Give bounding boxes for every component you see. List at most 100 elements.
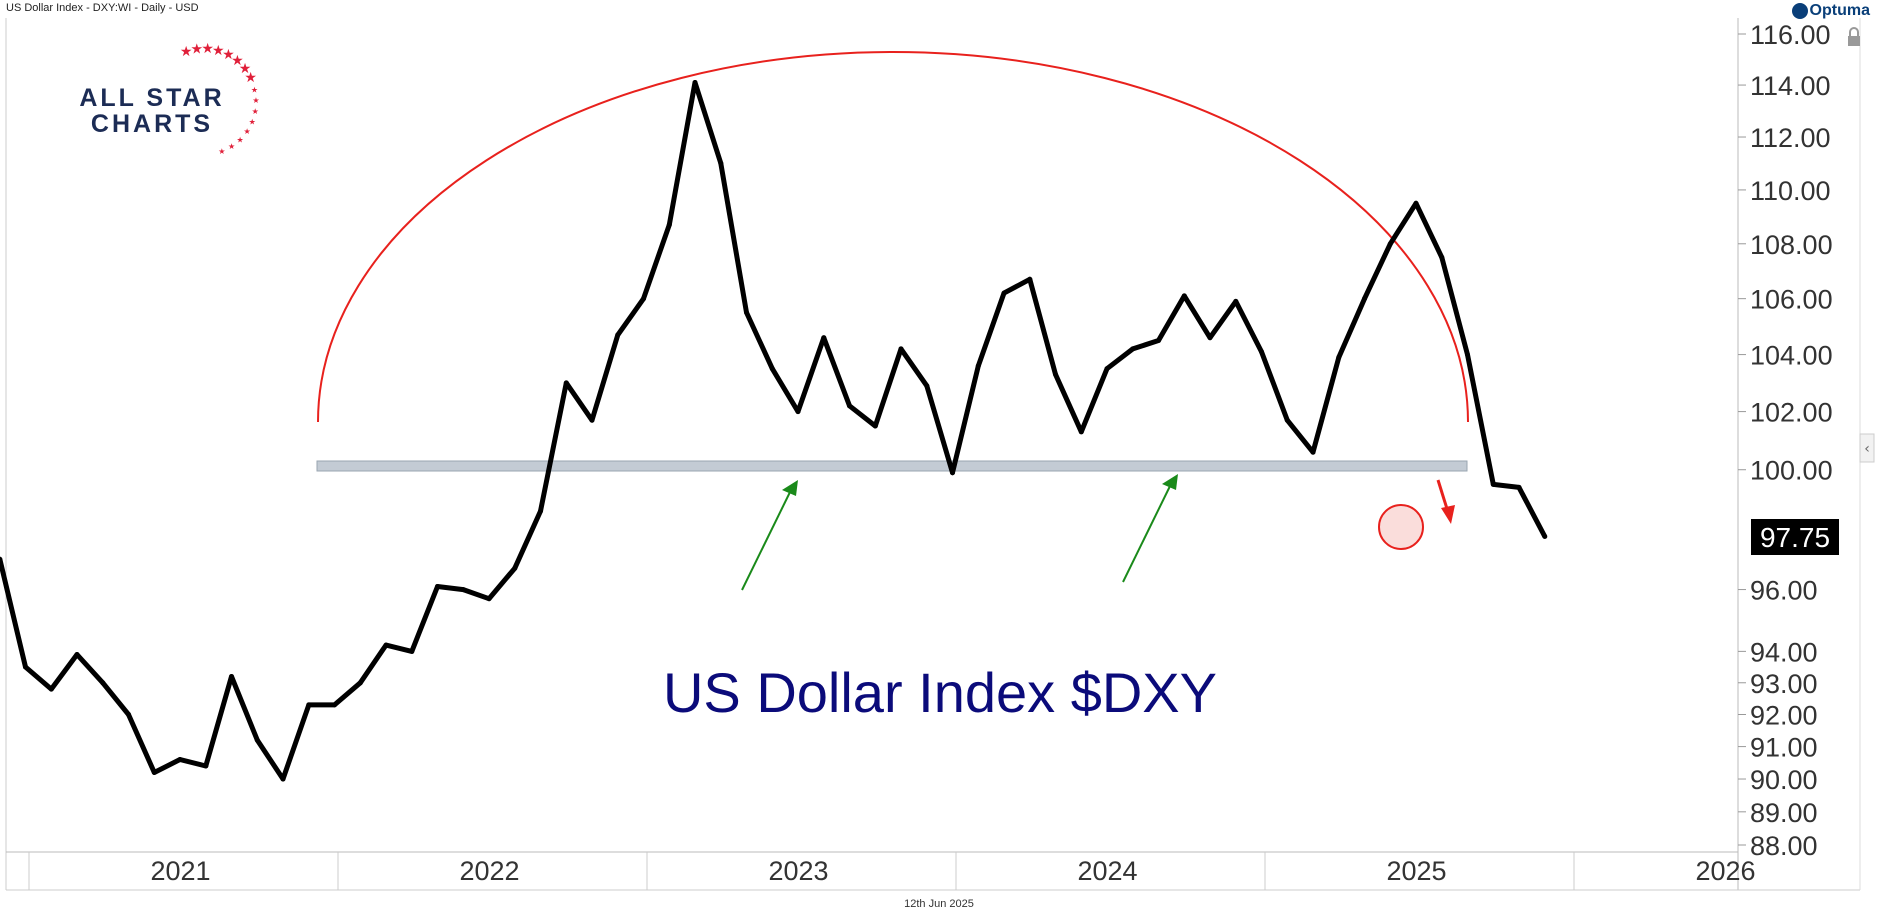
price-point — [769, 366, 775, 372]
price-point — [229, 674, 234, 679]
price-point — [1284, 417, 1290, 423]
price-point — [1362, 296, 1367, 302]
price-point — [383, 642, 389, 648]
price-point — [177, 757, 183, 762]
price-point — [0, 556, 3, 562]
y-tick-label: 110.00 — [1750, 176, 1831, 206]
price-point — [1027, 276, 1033, 282]
price-point — [306, 702, 312, 708]
price-point — [486, 596, 492, 602]
y-tick-label: 114.00 — [1750, 71, 1831, 101]
logo-text-line1: ALL STAR — [79, 84, 224, 112]
price-point — [1130, 346, 1136, 352]
price-point — [589, 417, 595, 423]
price-point — [1439, 254, 1445, 260]
price-point — [692, 80, 698, 85]
x-tick-label: 2021 — [150, 856, 210, 886]
price-point — [460, 587, 466, 593]
y-tick-label: 91.00 — [1750, 733, 1818, 763]
price-point — [821, 335, 827, 341]
y-tick-label: 104.00 — [1750, 341, 1833, 371]
logo-star-icon: ★ — [201, 41, 214, 57]
price-point — [718, 160, 724, 166]
y-tick-label: 116.00 — [1750, 20, 1831, 50]
price-point — [538, 508, 543, 514]
price-series-group — [0, 80, 1548, 782]
price-point — [847, 403, 852, 409]
price-point — [1181, 293, 1187, 299]
logo-star-icon: ★ — [218, 147, 225, 156]
y-tick-label: 94.00 — [1750, 637, 1818, 667]
logo-star-icon: ★ — [212, 43, 225, 59]
y-tick-label: 92.00 — [1750, 701, 1818, 731]
collapse-panel-icon[interactable]: ‹ — [1859, 433, 1875, 463]
price-point — [615, 332, 621, 338]
price-point — [48, 686, 54, 692]
logo-star-icon: ★ — [251, 85, 258, 94]
logo-star-icon: ★ — [222, 47, 235, 63]
y-tick-label: 108.00 — [1750, 230, 1833, 260]
price-point — [795, 409, 801, 415]
logo-star-icon: ★ — [244, 70, 257, 86]
lock-icon[interactable] — [1848, 27, 1860, 46]
price-point — [975, 363, 981, 369]
y-tick-label: 100.00 — [1750, 456, 1833, 486]
price-point — [512, 565, 518, 571]
price-point — [1053, 371, 1058, 377]
x-tick-label: 2025 — [1386, 856, 1446, 886]
svg-text:‹: ‹ — [1864, 441, 1870, 457]
optuma-logo-icon — [1791, 2, 1808, 19]
price-point — [641, 296, 646, 302]
price-point — [409, 648, 415, 654]
breakdown-arrow — [1436, 479, 1450, 513]
price-point — [1156, 338, 1161, 343]
all-star-charts-logo: ALL STAR CHARTS ★★★★★★★★★★★★★★★★ — [79, 41, 259, 156]
x-tick-label: 2024 — [1077, 856, 1137, 886]
rounded-top-arc — [317, 51, 1469, 423]
last-price-value: 97.75 — [1760, 522, 1830, 553]
price-point — [1104, 366, 1110, 372]
chart-title: US Dollar Index $DXY — [663, 661, 1217, 724]
price-point — [1233, 298, 1239, 304]
y-tick-label: 88.00 — [1750, 831, 1818, 861]
price-point — [1490, 481, 1496, 487]
support-test-arrowhead-1 — [782, 480, 798, 496]
logo-star-icon: ★ — [239, 61, 252, 77]
price-point — [1207, 335, 1213, 341]
x-tick-label: 2023 — [768, 856, 828, 886]
price-point — [74, 652, 80, 657]
price-point — [1465, 352, 1470, 358]
price-point — [872, 423, 878, 429]
price-point — [744, 310, 749, 315]
support-test-arrow-2 — [1122, 481, 1173, 583]
logo-star-icon: ★ — [237, 135, 244, 144]
chart-date-footer: 12th Jun 2025 — [904, 898, 974, 910]
logo-star-icon: ★ — [252, 96, 259, 105]
chart-header-label: US Dollar Index - DXY:WI - Daily - USD — [6, 2, 199, 14]
price-point — [151, 770, 157, 775]
optuma-brand-label: Optuma — [1809, 2, 1870, 19]
price-point — [126, 712, 131, 717]
price-point — [435, 584, 440, 589]
last-price-highlight-circle — [1378, 504, 1424, 550]
price-point — [357, 680, 363, 686]
price-point — [280, 776, 286, 782]
price-point — [1310, 449, 1316, 455]
price-point — [1516, 484, 1522, 490]
price-point — [1387, 241, 1393, 247]
logo-star-icon: ★ — [228, 142, 235, 151]
logo-star-icon: ★ — [249, 118, 256, 127]
price-point — [332, 702, 337, 708]
y-tick-label: 96.00 — [1750, 576, 1818, 606]
price-point — [100, 680, 106, 686]
logo-text-line2: CHARTS — [91, 110, 213, 138]
price-point — [1413, 200, 1419, 206]
logo-stars-ring: ★★★★★★★★★★★★★★★★ — [180, 41, 260, 156]
price-point — [1259, 349, 1264, 355]
x-tick-label: 2022 — [459, 856, 519, 886]
x-axis-ticks: 2020202120222023202420252026 — [28, 852, 1756, 890]
logo-star-icon: ★ — [180, 44, 193, 60]
price-point — [254, 737, 260, 743]
price-point — [203, 763, 209, 769]
